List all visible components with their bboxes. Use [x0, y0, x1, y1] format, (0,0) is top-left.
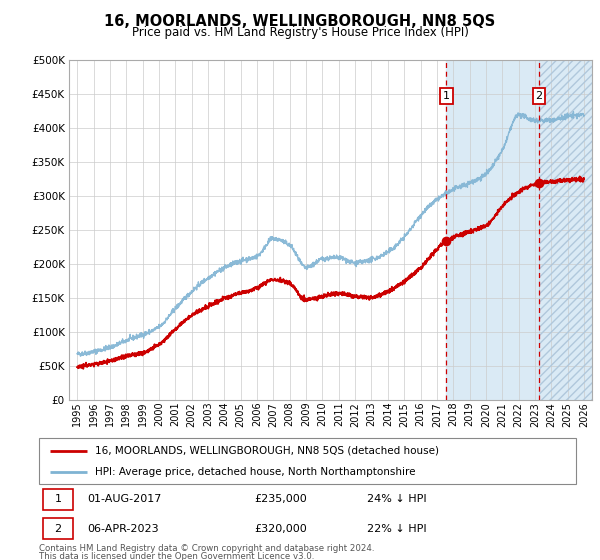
Text: 1: 1: [443, 91, 450, 101]
Text: 2: 2: [536, 91, 542, 101]
Text: 1: 1: [55, 494, 62, 504]
Text: £235,000: £235,000: [254, 494, 307, 504]
Text: HPI: Average price, detached house, North Northamptonshire: HPI: Average price, detached house, Nort…: [95, 467, 416, 477]
Text: This data is licensed under the Open Government Licence v3.0.: This data is licensed under the Open Gov…: [39, 552, 314, 560]
Text: 16, MOORLANDS, WELLINGBOROUGH, NN8 5QS: 16, MOORLANDS, WELLINGBOROUGH, NN8 5QS: [104, 14, 496, 29]
Text: 16, MOORLANDS, WELLINGBOROUGH, NN8 5QS (detached house): 16, MOORLANDS, WELLINGBOROUGH, NN8 5QS (…: [95, 446, 439, 456]
Bar: [446, 60, 539, 400]
Text: Contains HM Land Registry data © Crown copyright and database right 2024.: Contains HM Land Registry data © Crown c…: [39, 544, 374, 553]
FancyBboxPatch shape: [39, 438, 576, 484]
Text: 24% ↓ HPI: 24% ↓ HPI: [367, 494, 426, 504]
Text: 22% ↓ HPI: 22% ↓ HPI: [367, 524, 426, 534]
Text: £320,000: £320,000: [254, 524, 307, 534]
Text: Price paid vs. HM Land Registry's House Price Index (HPI): Price paid vs. HM Land Registry's House …: [131, 26, 469, 39]
FancyBboxPatch shape: [43, 519, 73, 539]
Text: 06-APR-2023: 06-APR-2023: [88, 524, 159, 534]
FancyBboxPatch shape: [43, 489, 73, 510]
Bar: [539, 60, 600, 400]
Bar: [539, 60, 600, 400]
Text: 01-AUG-2017: 01-AUG-2017: [88, 494, 162, 504]
Text: 2: 2: [55, 524, 62, 534]
